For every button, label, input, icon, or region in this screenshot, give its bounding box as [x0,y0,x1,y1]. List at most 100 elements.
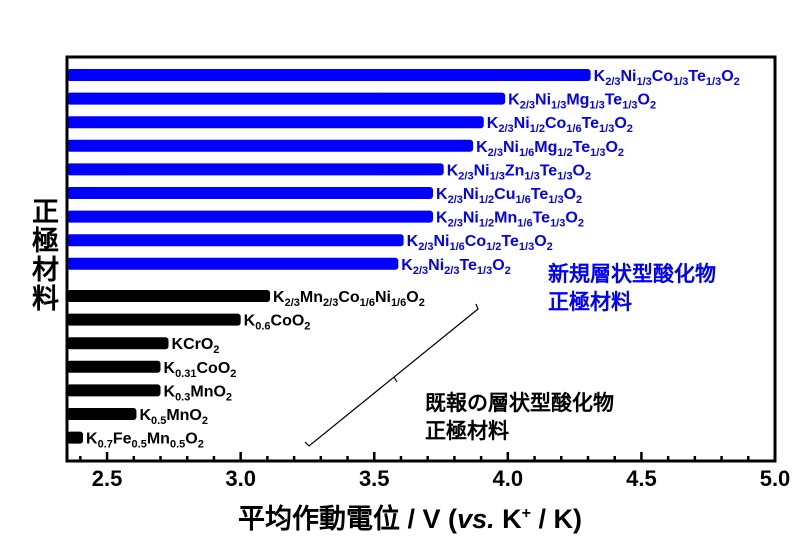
label-element: Ni [535,92,551,109]
annotation-known-line1: 既報の層状型酸化物 [425,391,614,415]
label-element: K [436,210,448,227]
label-subscript: 2 [585,170,591,182]
label-subscript: 1/6 [519,147,534,159]
label-element: Ni [474,162,490,179]
label-element: CoO [196,360,230,377]
label-element: Ni [463,210,479,227]
label-subscript: 2/3 [413,265,428,277]
label-subscript: 2 [734,76,740,88]
label-subscript: 1/3 [524,170,539,182]
label-element: Co [338,289,360,306]
label-subscript: 2 [419,297,425,309]
bar-label: K2/3Ni1/6Mg1/2Te1/3O2 [476,139,624,159]
label-element: K [476,139,488,156]
label-element: Co [652,68,674,85]
bar-label: K2/3Ni1/3Mg1/3Te1/3O2 [508,92,656,112]
label-subscript: 2/3 [498,123,513,135]
label-element: K [273,289,285,306]
label-subscript: 1/2 [486,241,501,253]
x-tick-label: 3.5 [359,466,390,491]
label-subscript: 2 [230,368,236,380]
bar [67,187,434,199]
label-element: Ni [463,186,479,203]
x-tick-label: 4.5 [626,466,657,491]
label-subscript: 0.5 [151,415,166,427]
bar [67,139,474,152]
label-subscript: 2 [198,439,204,451]
label-element: Cu [494,186,515,203]
bar [67,337,169,350]
bar-label: K2/3Ni2/3Te1/3O2 [401,257,511,277]
label-element: O [406,289,418,306]
label-subscript: 2/3 [323,297,338,309]
label-element: K [244,313,256,330]
label-subscript: 1/6 [517,218,532,230]
label-element: Te [605,92,623,109]
label-subscript: 2 [304,321,310,333]
label-element: MnO [166,407,202,424]
x-axis-label-vs: vs. [457,504,495,534]
bars [67,69,591,444]
label-element: Te [501,233,519,250]
x-axis-label: 平均作動電位 / V (vs. K+ / K) [238,503,582,534]
bar-label: K2/3Ni1/3Zn1/3Te1/3O2 [447,162,591,182]
label-subscript: 1/6 [449,241,464,253]
label-subscript: 1/3 [477,265,492,277]
bar-label: K0.5MnO2 [139,407,208,427]
label-subscript: 2 [576,194,582,206]
bar-label: K0.31CoO2 [164,360,237,380]
bar [67,384,161,397]
label-subscript: 2 [213,344,219,356]
plot-frame [65,55,777,463]
label-element: O [721,68,733,85]
label-element: O [565,210,577,227]
label-element: Mg [534,139,557,156]
label-element: Te [582,115,600,132]
label-element: O [638,92,650,109]
label-element: Mg [566,92,589,109]
bar-label: K0.6CoO2 [244,313,311,333]
label-subscript: 1/3 [590,147,605,159]
label-element: Ni [428,257,444,274]
x-ticks: 2.5 3.0 3.5 4.0 4.5 5.0 [79,452,790,491]
label-subscript: 0.6 [255,321,270,333]
bar-label: K0.7Fe0.5Mn0.5O2 [86,431,204,451]
annotation-new-line2: 正極材料 [548,290,632,314]
bar [67,92,506,105]
label-element: O [564,186,576,203]
label-subscript: 2 [578,218,584,230]
label-element: Ni [503,139,519,156]
bracket-known [304,303,479,447]
label-subscript: 1/3 [637,76,652,88]
label-subscript: 1/3 [706,76,721,88]
x-axis-label-sup: + [522,505,531,522]
label-subscript: 2/3 [605,76,620,88]
bar [67,408,137,420]
bar [67,431,84,444]
label-element: K [164,383,176,400]
label-element: Te [533,210,551,227]
label-element: Mn [494,210,517,227]
label-subscript: 1/3 [673,76,688,88]
x-axis-label-end: / K) [531,504,582,534]
label-subscript: 2 [618,147,624,159]
label-subscript: 2 [505,265,511,277]
label-element: CoO [271,313,305,330]
label-element: KCrO [172,336,214,353]
label-element: K [164,360,176,377]
label-subscript: 0.31 [175,368,196,380]
bar [67,290,271,302]
bar-labels: K2/3Ni1/3Co1/3Te1/3O2K2/3Ni1/3Mg1/3Te1/3… [86,68,740,451]
bar-label: K2/3Mn2/3Co1/6Ni1/6O2 [273,289,425,309]
label-subscript: 0.3 [175,391,190,403]
label-subscript: 1/6 [360,297,375,309]
label-element: K [139,407,151,424]
bar-label: KCrO2 [172,336,220,356]
label-subscript: 1/6 [391,297,406,309]
label-subscript: 1/3 [622,100,637,112]
label-subscript: 1/2 [557,147,572,159]
label-subscript: 2/3 [458,170,473,182]
label-element: Co [465,233,487,250]
x-axis-label-unit: / V ( [400,504,457,534]
annotation-new-line1: 新規層状型酸化物 [548,262,716,286]
